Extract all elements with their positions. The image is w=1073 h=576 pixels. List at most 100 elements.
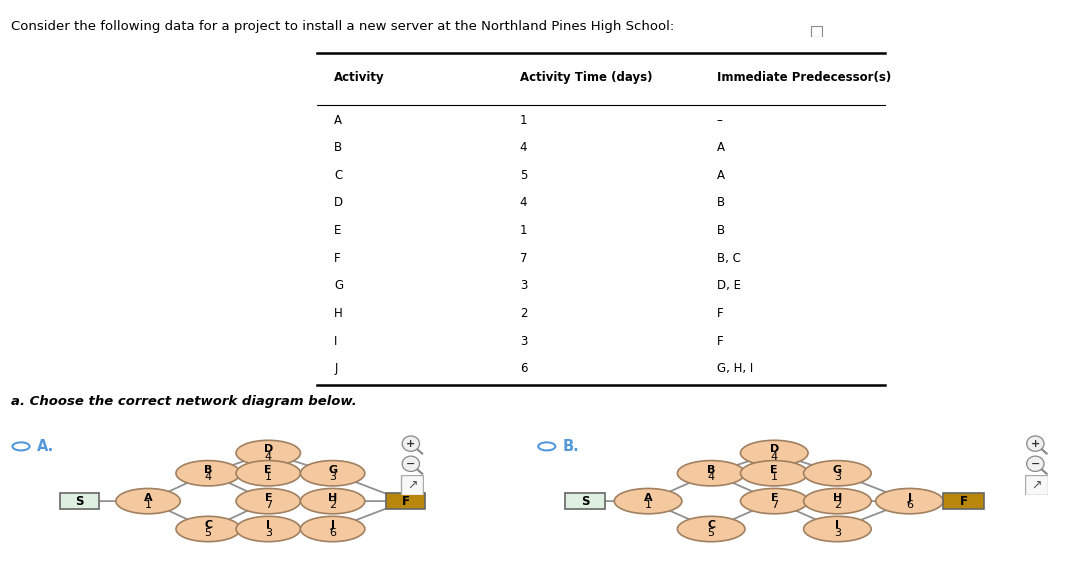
Text: ↗: ↗ <box>1031 479 1042 491</box>
Ellipse shape <box>300 516 365 541</box>
Text: I: I <box>836 521 839 530</box>
Text: E: E <box>770 465 778 475</box>
FancyBboxPatch shape <box>401 475 423 495</box>
Text: −: − <box>407 459 415 469</box>
Text: 1: 1 <box>265 472 271 482</box>
Ellipse shape <box>876 488 943 514</box>
Text: J: J <box>330 521 335 530</box>
Text: 2: 2 <box>834 499 841 510</box>
Text: F: F <box>717 335 723 348</box>
Ellipse shape <box>804 488 871 514</box>
Ellipse shape <box>176 516 240 541</box>
Ellipse shape <box>614 488 682 514</box>
Text: Immediate Predecessor(s): Immediate Predecessor(s) <box>717 71 891 84</box>
Text: C: C <box>335 169 342 182</box>
FancyBboxPatch shape <box>60 494 99 509</box>
Text: 2: 2 <box>519 307 527 320</box>
Text: S: S <box>75 495 84 507</box>
Text: G, H, I: G, H, I <box>717 362 753 376</box>
Text: J: J <box>335 362 338 376</box>
Text: A: A <box>144 492 152 503</box>
Text: 3: 3 <box>834 528 841 537</box>
Text: 1: 1 <box>519 224 527 237</box>
Text: F: F <box>959 495 968 507</box>
Text: 4: 4 <box>205 472 211 482</box>
Text: B: B <box>717 196 725 210</box>
Text: G: G <box>328 465 337 475</box>
Text: F: F <box>401 495 410 507</box>
Ellipse shape <box>236 488 300 514</box>
Text: 4: 4 <box>519 196 527 210</box>
Text: B: B <box>707 465 716 475</box>
Text: –: – <box>717 113 722 127</box>
Text: F: F <box>335 252 341 265</box>
Ellipse shape <box>300 461 365 486</box>
Text: 3: 3 <box>329 472 336 482</box>
Text: B.: B. <box>562 439 579 454</box>
Ellipse shape <box>176 461 240 486</box>
Text: C: C <box>204 521 212 530</box>
Text: 1: 1 <box>770 472 778 482</box>
Text: J: J <box>908 492 911 503</box>
Ellipse shape <box>236 440 300 465</box>
Ellipse shape <box>236 516 300 541</box>
FancyBboxPatch shape <box>943 494 984 509</box>
Text: E: E <box>264 465 273 475</box>
Text: H: H <box>335 307 343 320</box>
Text: 5: 5 <box>519 169 527 182</box>
Text: ↗: ↗ <box>407 479 417 491</box>
Ellipse shape <box>804 516 871 541</box>
Text: 3: 3 <box>834 472 841 482</box>
Text: +: + <box>407 439 415 449</box>
Circle shape <box>402 457 418 471</box>
Ellipse shape <box>740 488 808 514</box>
Text: H: H <box>833 492 842 503</box>
Text: 7: 7 <box>265 499 271 510</box>
FancyBboxPatch shape <box>564 494 605 509</box>
Text: 7: 7 <box>770 499 778 510</box>
Circle shape <box>402 437 418 450</box>
Text: G: G <box>833 465 842 475</box>
Text: 3: 3 <box>519 279 527 293</box>
Ellipse shape <box>740 461 808 486</box>
Text: 4: 4 <box>770 452 778 461</box>
Circle shape <box>1027 437 1043 450</box>
Text: B: B <box>204 465 212 475</box>
Text: F: F <box>770 492 778 503</box>
Ellipse shape <box>740 440 808 465</box>
Text: +: + <box>1031 439 1040 449</box>
FancyBboxPatch shape <box>1026 475 1047 495</box>
Text: C: C <box>707 521 716 530</box>
Text: 6: 6 <box>329 528 336 537</box>
Text: 3: 3 <box>265 528 271 537</box>
Ellipse shape <box>677 516 745 541</box>
Ellipse shape <box>804 461 871 486</box>
Text: 7: 7 <box>519 252 527 265</box>
Ellipse shape <box>300 488 365 514</box>
Text: 6: 6 <box>519 362 527 376</box>
Text: 3: 3 <box>519 335 527 348</box>
Circle shape <box>1027 457 1043 471</box>
Text: H: H <box>328 492 337 503</box>
Text: B, C: B, C <box>717 252 740 265</box>
Text: A.: A. <box>36 439 54 454</box>
Text: B: B <box>717 224 725 237</box>
Text: I: I <box>266 521 270 530</box>
Text: Activity Time (days): Activity Time (days) <box>519 71 652 84</box>
Text: 2: 2 <box>329 499 336 510</box>
Text: 4: 4 <box>265 452 271 461</box>
Text: −: − <box>1031 459 1040 469</box>
FancyBboxPatch shape <box>811 26 822 37</box>
Text: E: E <box>335 224 341 237</box>
Text: A: A <box>644 492 652 503</box>
FancyBboxPatch shape <box>386 494 425 509</box>
Ellipse shape <box>236 461 300 486</box>
Text: 1: 1 <box>645 499 651 510</box>
Text: A: A <box>717 141 724 154</box>
Text: 4: 4 <box>707 472 715 482</box>
Text: Consider the following data for a project to install a new server at the Northla: Consider the following data for a projec… <box>11 20 674 33</box>
Text: 5: 5 <box>205 528 211 537</box>
Text: a. Choose the correct network diagram below.: a. Choose the correct network diagram be… <box>11 395 356 408</box>
Text: I: I <box>335 335 338 348</box>
Text: 4: 4 <box>519 141 527 154</box>
